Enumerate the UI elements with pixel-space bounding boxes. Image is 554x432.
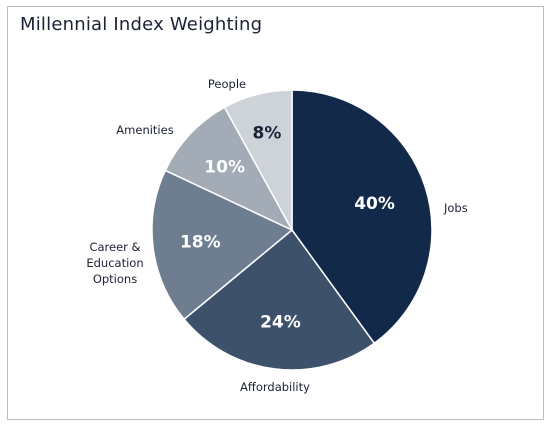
- percent-label-2: 18%: [180, 233, 221, 253]
- percent-labels: 40% 24% 18% 10% 8%: [180, 123, 395, 332]
- category-label-4: People: [208, 77, 246, 91]
- pie-slice-career-education-options: [151, 169, 294, 321]
- pie-slice-people: [223, 89, 293, 231]
- category-label-0: Jobs: [443, 201, 468, 215]
- category-label-2: Career & Education Options: [86, 240, 143, 286]
- pie-slice-affordability: [183, 228, 376, 371]
- category-labels: Jobs Affordability Career & Education Option…: [86, 77, 467, 394]
- percent-label-3: 10%: [204, 158, 245, 178]
- pie-slice-amenities: [164, 106, 294, 232]
- category-label-3: Amenities: [116, 123, 173, 137]
- percent-label-0: 40%: [354, 194, 395, 214]
- percent-label-4: 8%: [252, 123, 281, 143]
- percent-label-1: 24%: [260, 313, 301, 333]
- pie-slice-jobs: [291, 89, 433, 345]
- pie-slices: [151, 89, 433, 371]
- chart-title: Millennial Index Weighting: [20, 14, 263, 35]
- category-label-1: Affordability: [240, 380, 310, 394]
